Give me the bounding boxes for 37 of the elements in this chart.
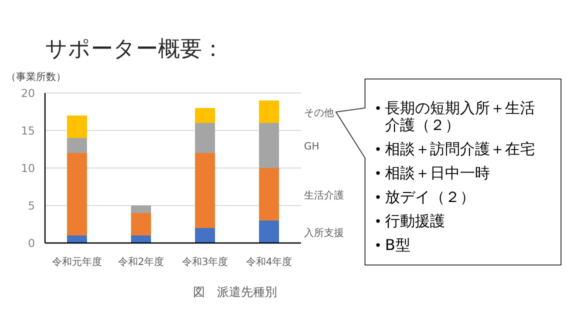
text: 長期の短期入所＋生活介護（２）	[385, 99, 535, 134]
y-axis-title: （事業所数）	[6, 71, 66, 83]
text: 入所支援	[304, 226, 344, 239]
text: 図 派遣先種別	[193, 285, 277, 299]
bar	[131, 213, 151, 236]
x-tick-label: 令和2年度	[118, 256, 164, 268]
y-tick-label: 5	[28, 200, 35, 212]
text: 生活介護	[304, 189, 344, 202]
text: 放デイ（２）	[385, 188, 475, 206]
x-tick-label: 令和元年度	[52, 256, 102, 268]
bar	[67, 116, 87, 138]
bar	[67, 153, 87, 236]
chart-title: サポーター概要：	[45, 37, 224, 62]
bar	[195, 108, 215, 123]
bar	[259, 100, 279, 123]
x-tick-label: 令和3年度	[182, 256, 228, 268]
bar	[195, 123, 215, 153]
bar	[259, 168, 279, 220]
bar	[259, 123, 279, 168]
y-tick-label: 20	[21, 87, 35, 100]
bar	[195, 228, 215, 243]
text: B型	[385, 236, 410, 254]
text: 相談＋日中一時	[385, 164, 490, 182]
bar	[131, 236, 151, 243]
bar	[67, 236, 87, 243]
x-tick-label: 令和4年度	[246, 256, 292, 268]
bar	[131, 206, 151, 213]
text: GH	[304, 142, 320, 152]
y-tick-label: 15	[21, 124, 35, 138]
text: 相談＋訪問介護＋在宅	[385, 140, 535, 158]
text: 行動援護	[385, 212, 445, 230]
bar	[259, 220, 279, 243]
y-tick-label: 10	[21, 162, 35, 175]
text: その他	[304, 106, 334, 119]
bar	[195, 153, 215, 228]
y-tick-label: 0	[28, 237, 35, 250]
bar	[67, 138, 87, 153]
